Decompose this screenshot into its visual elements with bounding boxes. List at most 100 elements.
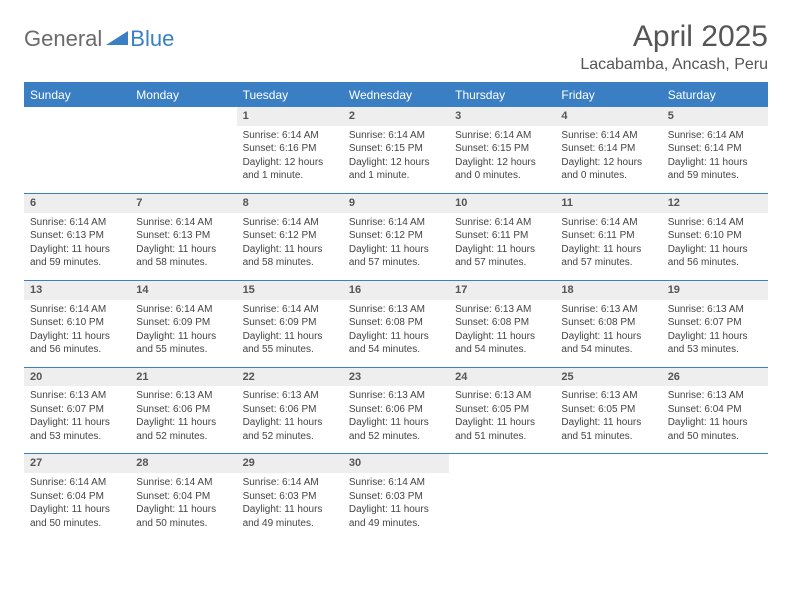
day-content-cell: Sunrise: 6:14 AMSunset: 6:10 PMDaylight:…	[662, 213, 768, 281]
location-text: Lacabamba, Ancash, Peru	[580, 56, 768, 74]
sunrise-line: Sunrise: 6:13 AM	[243, 389, 337, 403]
day-content-cell: Sunrise: 6:14 AMSunset: 6:09 PMDaylight:…	[130, 300, 236, 368]
day-content-cell: Sunrise: 6:14 AMSunset: 6:03 PMDaylight:…	[343, 473, 449, 540]
day-content-cell: Sunrise: 6:14 AMSunset: 6:16 PMDaylight:…	[237, 126, 343, 194]
sunrise-line: Sunrise: 6:13 AM	[668, 303, 762, 317]
day-number-cell: 28	[130, 454, 236, 473]
day-content-cell: Sunrise: 6:13 AMSunset: 6:06 PMDaylight:…	[237, 386, 343, 454]
sunrise-line: Sunrise: 6:13 AM	[561, 303, 655, 317]
day-content-cell: Sunrise: 6:14 AMSunset: 6:04 PMDaylight:…	[24, 473, 130, 540]
weekday-header: Tuesday	[237, 83, 343, 107]
sunset-line: Sunset: 6:08 PM	[455, 316, 549, 330]
day-number-cell: 6	[24, 193, 130, 212]
sunset-line: Sunset: 6:08 PM	[349, 316, 443, 330]
daylight-line: Daylight: 11 hours and 56 minutes.	[668, 243, 762, 270]
day-content-cell	[24, 126, 130, 194]
daylight-line: Daylight: 11 hours and 50 minutes.	[136, 503, 230, 530]
sunset-line: Sunset: 6:04 PM	[136, 490, 230, 504]
day-content-cell: Sunrise: 6:14 AMSunset: 6:03 PMDaylight:…	[237, 473, 343, 540]
daylight-line: Daylight: 11 hours and 52 minutes.	[136, 416, 230, 443]
sunset-line: Sunset: 6:05 PM	[561, 403, 655, 417]
day-number-cell: 3	[449, 107, 555, 126]
daylight-line: Daylight: 11 hours and 49 minutes.	[243, 503, 337, 530]
sunset-line: Sunset: 6:04 PM	[668, 403, 762, 417]
daylight-line: Daylight: 12 hours and 0 minutes.	[561, 156, 655, 183]
day-content-cell: Sunrise: 6:14 AMSunset: 6:09 PMDaylight:…	[237, 300, 343, 368]
day-content-cell	[130, 126, 236, 194]
sunset-line: Sunset: 6:07 PM	[668, 316, 762, 330]
logo-text-general: General	[24, 26, 102, 52]
day-number-cell: 19	[662, 280, 768, 299]
logo-text-blue: Blue	[130, 26, 174, 52]
day-number-cell	[662, 454, 768, 473]
day-number-cell: 11	[555, 193, 661, 212]
daylight-line: Daylight: 11 hours and 55 minutes.	[243, 330, 337, 357]
sunrise-line: Sunrise: 6:14 AM	[243, 476, 337, 490]
sunrise-line: Sunrise: 6:14 AM	[136, 216, 230, 230]
day-content-cell: Sunrise: 6:14 AMSunset: 6:14 PMDaylight:…	[662, 126, 768, 194]
sunrise-line: Sunrise: 6:13 AM	[349, 303, 443, 317]
sunrise-line: Sunrise: 6:14 AM	[455, 216, 549, 230]
sunrise-line: Sunrise: 6:14 AM	[30, 216, 124, 230]
sunrise-line: Sunrise: 6:14 AM	[30, 303, 124, 317]
day-content-cell: Sunrise: 6:13 AMSunset: 6:07 PMDaylight:…	[24, 386, 130, 454]
day-number-cell	[555, 454, 661, 473]
daylight-line: Daylight: 11 hours and 59 minutes.	[668, 156, 762, 183]
sunset-line: Sunset: 6:14 PM	[668, 142, 762, 156]
day-content-cell: Sunrise: 6:14 AMSunset: 6:13 PMDaylight:…	[24, 213, 130, 281]
page-title: April 2025	[580, 20, 768, 54]
day-number-cell: 26	[662, 367, 768, 386]
sunset-line: Sunset: 6:10 PM	[668, 229, 762, 243]
day-number-row: 13141516171819	[24, 280, 768, 299]
day-number-cell: 12	[662, 193, 768, 212]
day-number-cell: 8	[237, 193, 343, 212]
day-content-row: Sunrise: 6:14 AMSunset: 6:10 PMDaylight:…	[24, 300, 768, 368]
daylight-line: Daylight: 12 hours and 1 minute.	[349, 156, 443, 183]
day-content-cell	[662, 473, 768, 540]
daylight-line: Daylight: 11 hours and 50 minutes.	[30, 503, 124, 530]
day-content-cell: Sunrise: 6:13 AMSunset: 6:04 PMDaylight:…	[662, 386, 768, 454]
title-block: April 2025 Lacabamba, Ancash, Peru	[580, 20, 768, 74]
daylight-line: Daylight: 11 hours and 54 minutes.	[455, 330, 549, 357]
sunset-line: Sunset: 6:13 PM	[136, 229, 230, 243]
day-content-cell: Sunrise: 6:14 AMSunset: 6:14 PMDaylight:…	[555, 126, 661, 194]
day-number-cell: 2	[343, 107, 449, 126]
day-content-cell: Sunrise: 6:13 AMSunset: 6:08 PMDaylight:…	[343, 300, 449, 368]
day-content-cell: Sunrise: 6:13 AMSunset: 6:06 PMDaylight:…	[130, 386, 236, 454]
weekday-header: Thursday	[449, 83, 555, 107]
sunset-line: Sunset: 6:05 PM	[455, 403, 549, 417]
daylight-line: Daylight: 11 hours and 57 minutes.	[349, 243, 443, 270]
calendar-table: SundayMondayTuesdayWednesdayThursdayFrid…	[24, 82, 768, 540]
sunrise-line: Sunrise: 6:13 AM	[349, 389, 443, 403]
day-number-row: 27282930	[24, 454, 768, 473]
daylight-line: Daylight: 11 hours and 51 minutes.	[455, 416, 549, 443]
day-content-cell: Sunrise: 6:13 AMSunset: 6:05 PMDaylight:…	[555, 386, 661, 454]
day-content-cell: Sunrise: 6:13 AMSunset: 6:05 PMDaylight:…	[449, 386, 555, 454]
day-number-cell: 18	[555, 280, 661, 299]
sunrise-line: Sunrise: 6:14 AM	[349, 476, 443, 490]
sunset-line: Sunset: 6:10 PM	[30, 316, 124, 330]
sunset-line: Sunset: 6:03 PM	[349, 490, 443, 504]
sunrise-line: Sunrise: 6:14 AM	[561, 216, 655, 230]
day-content-row: Sunrise: 6:14 AMSunset: 6:13 PMDaylight:…	[24, 213, 768, 281]
sunrise-line: Sunrise: 6:13 AM	[455, 389, 549, 403]
day-number-cell: 25	[555, 367, 661, 386]
day-content-cell: Sunrise: 6:14 AMSunset: 6:12 PMDaylight:…	[343, 213, 449, 281]
logo: General Blue	[24, 26, 174, 52]
sunset-line: Sunset: 6:06 PM	[243, 403, 337, 417]
sunrise-line: Sunrise: 6:14 AM	[243, 303, 337, 317]
daylight-line: Daylight: 11 hours and 53 minutes.	[30, 416, 124, 443]
sunset-line: Sunset: 6:03 PM	[243, 490, 337, 504]
sunrise-line: Sunrise: 6:14 AM	[243, 129, 337, 143]
sunset-line: Sunset: 6:14 PM	[561, 142, 655, 156]
day-content-row: Sunrise: 6:13 AMSunset: 6:07 PMDaylight:…	[24, 386, 768, 454]
sunrise-line: Sunrise: 6:14 AM	[349, 216, 443, 230]
daylight-line: Daylight: 11 hours and 59 minutes.	[30, 243, 124, 270]
day-content-cell	[449, 473, 555, 540]
sunset-line: Sunset: 6:12 PM	[349, 229, 443, 243]
day-number-cell: 22	[237, 367, 343, 386]
header: General Blue April 2025 Lacabamba, Ancas…	[24, 20, 768, 74]
day-content-cell: Sunrise: 6:13 AMSunset: 6:07 PMDaylight:…	[662, 300, 768, 368]
day-content-cell: Sunrise: 6:14 AMSunset: 6:15 PMDaylight:…	[343, 126, 449, 194]
weekday-header: Monday	[130, 83, 236, 107]
